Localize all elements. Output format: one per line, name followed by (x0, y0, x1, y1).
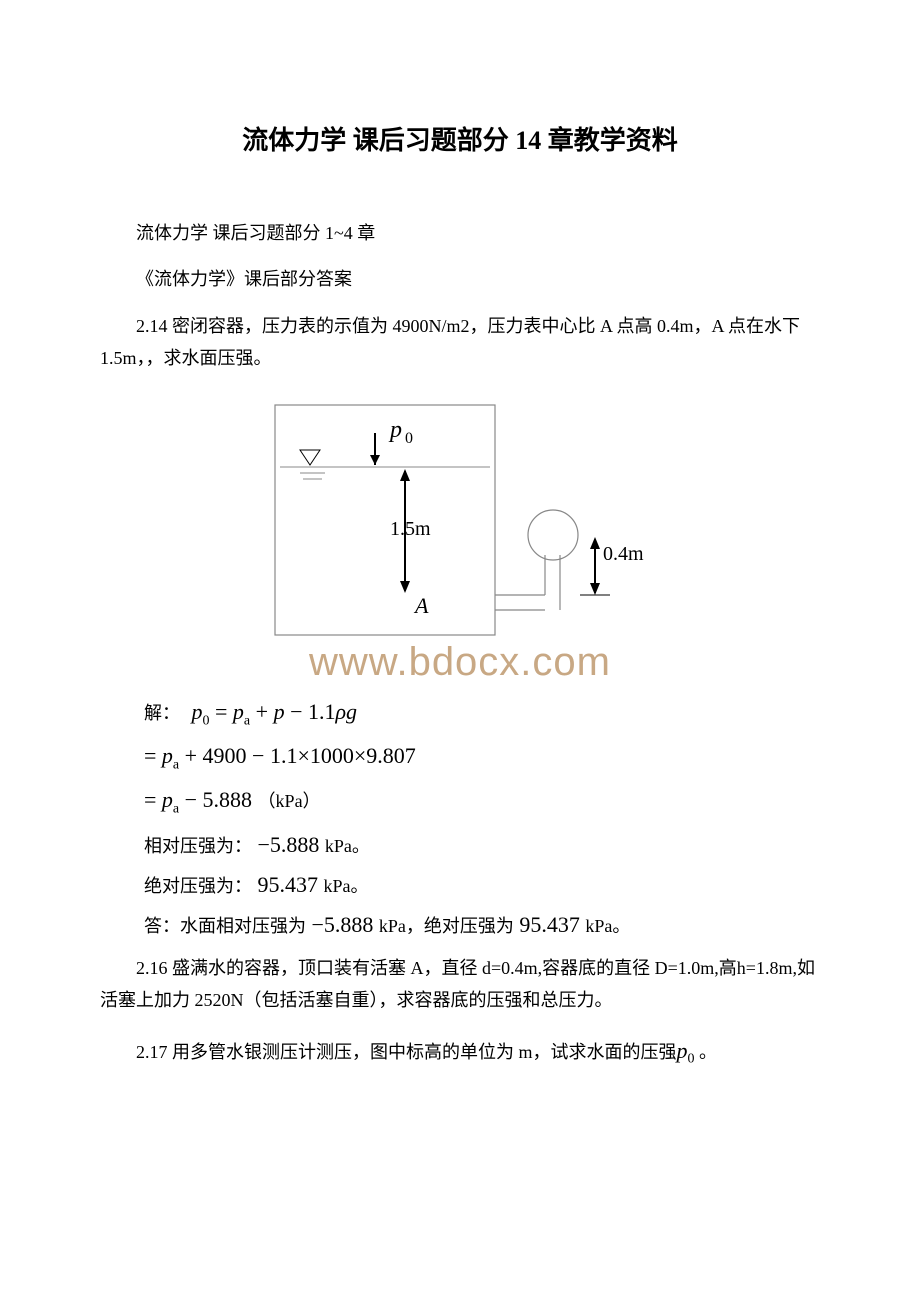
rel-value: −5.888 (258, 832, 320, 857)
solve-label: 解： (144, 703, 180, 723)
svg-text:A: A (413, 593, 429, 618)
intro-line-2: 《流体力学》课后部分答案 (100, 263, 820, 295)
answer-line: 答：水面相对压强为 −5.888 kPa，绝对压强为 95.437 kPa。 (144, 912, 820, 938)
svg-text:p: p (388, 417, 402, 443)
page-title: 流体力学 课后习题部分 14 章教学资料 (100, 120, 820, 157)
question-2-14: 2.14 密闭容器，压力表的示值为 4900N/m2，压力表中心比 A 点高 0… (100, 310, 820, 375)
ans-prefix: 答：水面相对压强为 (144, 916, 306, 936)
solve-line-3: = pa − 5.888 （kPa） (144, 787, 820, 817)
svg-text:0: 0 (405, 430, 413, 447)
question-2-16: 2.16 盛满水的容器，顶口装有活塞 A，直径 d=0.4m,容器底的直径 D=… (100, 952, 820, 1017)
kpa-unit-1: （kPa） (258, 791, 321, 811)
abs-label: 绝对压强为： (144, 876, 252, 896)
intro-line-1: 流体力学 课后习题部分 1~4 章 (100, 217, 820, 249)
relative-pressure-line: 相对压强为： −5.888 kPa。 (144, 832, 820, 858)
ans-rel-val: −5.888 (312, 912, 374, 937)
abs-unit: kPa。 (324, 876, 369, 896)
q217-sub-0: 0 (688, 1051, 695, 1066)
abs-value: 95.437 (258, 872, 319, 897)
q217-symbol-p: p (677, 1038, 688, 1063)
container-diagram: p 0 1.5m A 0.4m (100, 395, 820, 660)
svg-text:0.4m: 0.4m (603, 543, 644, 565)
rel-label: 相对压强为： (144, 836, 252, 856)
watermark-text: www.bdocx.com (100, 640, 820, 685)
q217-end: 。 (695, 1042, 718, 1062)
ans-abs-val: 95.437 (519, 912, 580, 937)
solve-line-1: 解： p0 = pa + p − 1.1ρg (144, 699, 820, 729)
q217-text: 2.17 用多管水银测压计测压，图中标高的单位为 m，试求水面的压强 (136, 1042, 677, 1062)
question-2-17: 2.17 用多管水银测压计测压，图中标高的单位为 m，试求水面的压强p0 。 (100, 1031, 820, 1072)
solve-line-2: = pa + 4900 − 1.1×1000×9.807 (144, 743, 820, 773)
ans-mid: kPa，绝对压强为 (379, 916, 514, 936)
svg-text:1.5m: 1.5m (390, 518, 431, 540)
absolute-pressure-line: 绝对压强为： 95.437 kPa。 (144, 872, 820, 898)
ans-end: kPa。 (585, 916, 630, 936)
rel-unit: kPa。 (325, 836, 370, 856)
